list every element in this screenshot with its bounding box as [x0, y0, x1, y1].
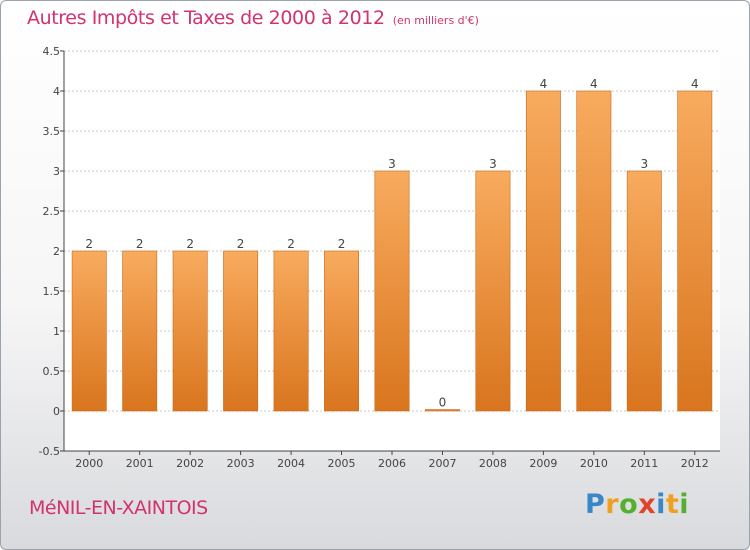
logo-letter: i [679, 489, 690, 520]
bar [425, 409, 460, 412]
x-tick-label: 2005 [328, 457, 356, 470]
bar-value-label: 4 [590, 77, 598, 91]
x-tick-label: 2006 [378, 457, 406, 470]
y-tick-label: 0 [53, 405, 60, 418]
bar-value-label: 2 [85, 237, 93, 251]
logo-letter: o [619, 489, 639, 520]
y-tick-label: 3 [53, 165, 60, 178]
bar-value-label: 3 [489, 157, 497, 171]
x-tick-label: 2004 [277, 457, 305, 470]
y-tick-label: 4.5 [43, 45, 61, 58]
chart-title-text: Autres Impôts et Taxes de 2000 à 2012 [27, 7, 385, 29]
bar-value-label: 3 [388, 157, 396, 171]
bar [172, 250, 208, 412]
logo-letter: x [638, 489, 657, 520]
bar [626, 170, 662, 412]
bar-value-label: 4 [540, 77, 548, 91]
chart-unit: (en milliers d'€) [392, 14, 479, 27]
bar-value-label: 3 [640, 157, 648, 171]
x-tick-label: 2010 [580, 457, 608, 470]
bar [324, 250, 359, 412]
bar [525, 90, 561, 412]
bar [475, 170, 511, 412]
x-tick-label: 2003 [227, 457, 255, 470]
y-tick-label: 2 [53, 245, 60, 258]
bar [223, 250, 259, 412]
chart-title: Autres Impôts et Taxes de 2000 à 2012 (en… [27, 7, 479, 29]
bar-value-label: 2 [287, 237, 295, 251]
bar [576, 90, 612, 412]
x-tick-label: 2007 [428, 457, 456, 470]
bar [71, 250, 107, 412]
logo-letter: i [656, 489, 666, 520]
x-tick-label: 2001 [126, 457, 154, 470]
x-tick-label: 2002 [176, 457, 204, 470]
bar-value-label: 2 [338, 237, 346, 251]
y-tick-label: 1.5 [43, 285, 61, 298]
logo-letter: P [585, 489, 606, 520]
bar-value-label: 4 [691, 77, 699, 91]
x-tick-label: 2009 [529, 457, 557, 470]
bar [273, 250, 309, 412]
x-tick-label: 2012 [681, 457, 709, 470]
bar-value-label: 0 [439, 396, 447, 410]
commune-name: MéNIL-EN-XAINTOIS [29, 497, 208, 519]
y-tick-label: -0.5 [39, 445, 60, 458]
bar-value-label: 2 [237, 237, 245, 251]
bar-value-label: 2 [136, 237, 144, 251]
bar [122, 250, 158, 412]
y-tick-label: 0.5 [43, 365, 61, 378]
proxiti-logo: Proxiti [585, 489, 689, 520]
x-tick-label: 2008 [479, 457, 507, 470]
y-tick-label: 4 [53, 85, 60, 98]
bar-value-label: 2 [186, 237, 194, 251]
y-tick-label: 1 [53, 325, 60, 338]
y-tick-label: 3.5 [43, 125, 61, 138]
bar [374, 170, 410, 412]
x-tick-label: 2000 [75, 457, 103, 470]
logo-letter: t [665, 489, 680, 520]
y-tick-label: 2.5 [43, 205, 61, 218]
logo-letter: r [605, 489, 620, 520]
x-tick-label: 2011 [630, 457, 658, 470]
bar [677, 90, 713, 412]
